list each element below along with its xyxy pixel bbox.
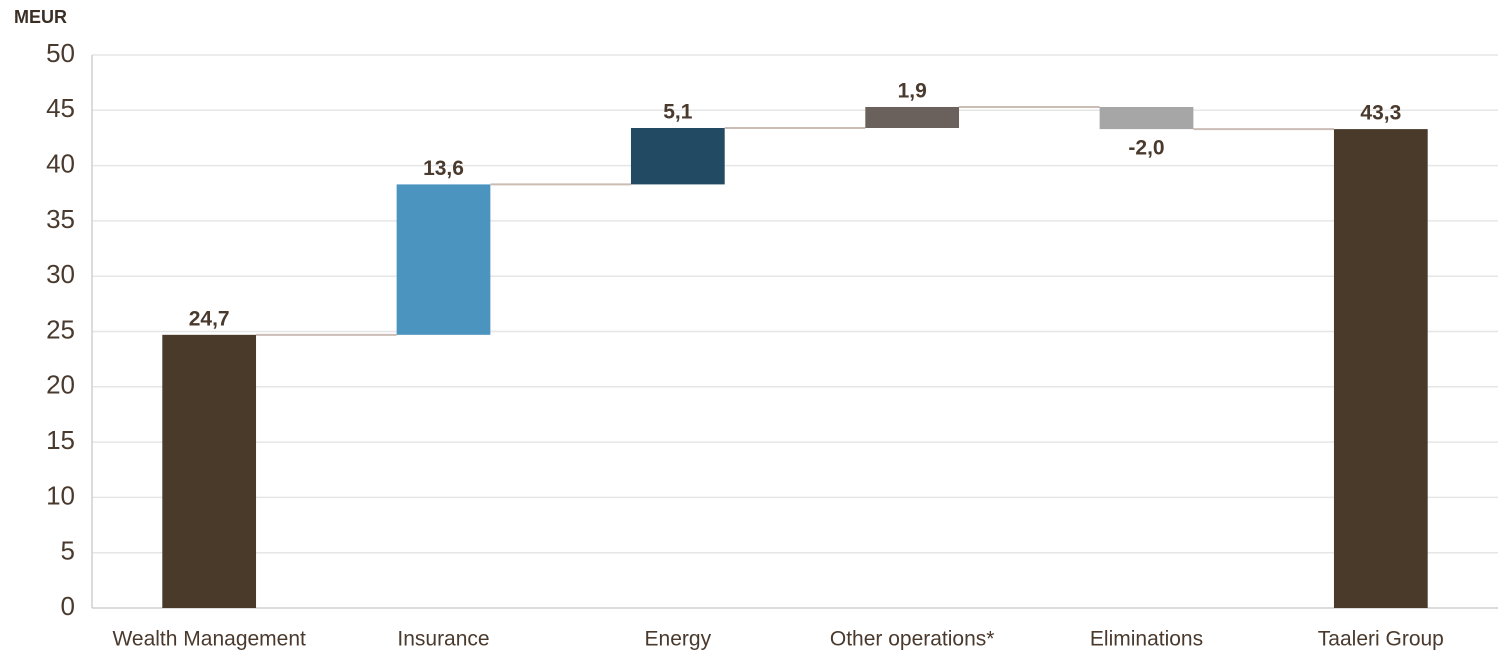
value-label: 5,1 (663, 101, 693, 124)
y-tick-label: 20 (46, 370, 75, 400)
value-label: 13,6 (423, 157, 464, 180)
y-tick-label: 5 (61, 536, 75, 566)
bar (865, 106, 960, 128)
x-tick-label: Insurance (397, 628, 489, 651)
y-tick-label: 30 (46, 259, 75, 289)
value-label: 1,9 (898, 80, 927, 103)
y-tick-label: 35 (46, 204, 75, 234)
bar (396, 184, 491, 335)
value-label: 24,7 (189, 307, 230, 330)
bar (630, 127, 725, 185)
y-tick-label: 40 (46, 148, 75, 178)
y-axis-label: MEUR (14, 7, 67, 27)
y-tick-label: 15 (46, 425, 75, 455)
bar (162, 334, 257, 608)
y-tick-label: 50 (46, 38, 75, 68)
x-tick-label: Energy (645, 628, 712, 651)
y-tick-label: 25 (46, 314, 75, 344)
x-tick-label: Other operations* (830, 628, 995, 651)
y-tick-label: 45 (46, 93, 75, 123)
bar (1099, 106, 1194, 130)
x-tick-label: Taaleri Group (1318, 628, 1444, 651)
bar (1333, 129, 1428, 609)
value-label: 43,3 (1360, 102, 1401, 125)
x-tick-label: Eliminations (1090, 628, 1203, 651)
y-tick-label: 0 (61, 591, 75, 621)
y-tick-label: 10 (46, 480, 75, 510)
value-label: -2,0 (1128, 137, 1164, 160)
x-tick-label: Wealth Management (112, 628, 306, 651)
